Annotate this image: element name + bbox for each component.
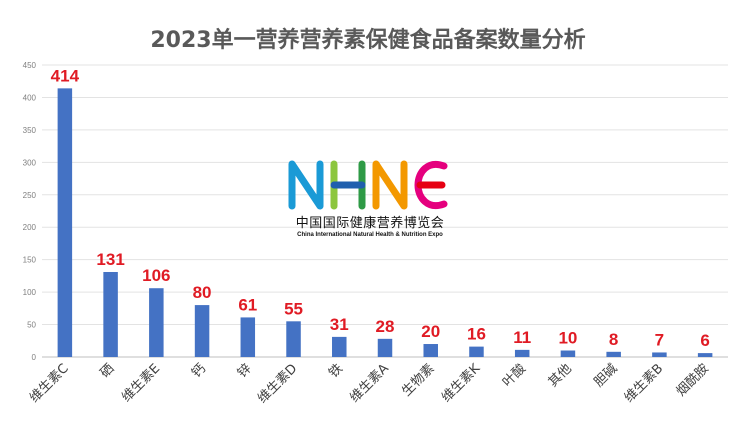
category-label: 锌 xyxy=(235,361,255,381)
category-label: 维生素E xyxy=(119,361,163,405)
category-label: 维生素K xyxy=(439,361,484,406)
data-label: 414 xyxy=(51,66,80,85)
y-tick-label: 300 xyxy=(23,158,37,167)
data-label: 31 xyxy=(330,315,349,334)
bar xyxy=(57,88,73,358)
data-label: 80 xyxy=(193,283,212,302)
y-tick-label: 50 xyxy=(27,321,36,330)
bar xyxy=(606,351,621,357)
category-label: 铁 xyxy=(326,361,346,381)
bar xyxy=(377,338,393,357)
nhne-logo-icon xyxy=(288,160,448,210)
bar xyxy=(332,336,347,357)
logo-chinese-text: 中国国际健康营养博览会 xyxy=(295,216,445,231)
y-tick-label: 0 xyxy=(32,353,37,362)
category-label: 硒 xyxy=(98,361,118,381)
data-label: 7 xyxy=(655,330,664,349)
data-label: 106 xyxy=(142,266,170,285)
category-label: 维生素D xyxy=(255,361,300,406)
data-label: 28 xyxy=(376,317,395,336)
category-label: 维生素C xyxy=(27,361,72,406)
category-label: 烟酰胺 xyxy=(674,361,712,399)
y-tick-label: 400 xyxy=(23,93,37,102)
category-label: 钙 xyxy=(189,361,209,381)
bar xyxy=(194,305,210,357)
data-label: 20 xyxy=(421,322,440,341)
data-label: 61 xyxy=(238,295,257,314)
bar xyxy=(240,317,256,357)
y-tick-label: 100 xyxy=(23,288,37,297)
bar xyxy=(469,346,484,357)
category-label: 胆碱 xyxy=(591,361,620,390)
bar xyxy=(149,288,164,357)
category-label: 其他 xyxy=(546,361,575,390)
bar xyxy=(423,344,438,357)
bar xyxy=(697,353,713,357)
bar xyxy=(652,352,667,357)
chart-title: 2023单一营养营养素保健食品备案数量分析 xyxy=(150,28,586,53)
y-tick-label: 150 xyxy=(23,256,37,265)
y-tick-label: 200 xyxy=(23,223,37,232)
category-label: 叶酸 xyxy=(500,361,529,390)
logo-english-text: China International Natural Health & Nut… xyxy=(297,232,443,238)
category-label: 生物素 xyxy=(399,361,437,399)
bar xyxy=(560,350,576,357)
data-label: 11 xyxy=(513,328,531,347)
data-label: 55 xyxy=(284,299,303,318)
data-label: 6 xyxy=(700,331,709,350)
bar xyxy=(286,321,301,357)
data-label: 10 xyxy=(558,329,577,348)
nhne-logo: 中国国际健康营养博览会 China International Natural … xyxy=(286,158,454,244)
category-label: 维生素A xyxy=(347,361,392,406)
category-label: 维生素B xyxy=(622,361,666,405)
y-tick-label: 250 xyxy=(23,191,37,200)
y-tick-label: 450 xyxy=(23,61,37,70)
bar xyxy=(514,349,530,357)
data-label: 131 xyxy=(96,250,124,269)
y-tick-label: 350 xyxy=(23,126,37,135)
bar xyxy=(103,271,118,357)
data-label: 16 xyxy=(467,325,486,344)
data-label: 8 xyxy=(609,330,618,349)
